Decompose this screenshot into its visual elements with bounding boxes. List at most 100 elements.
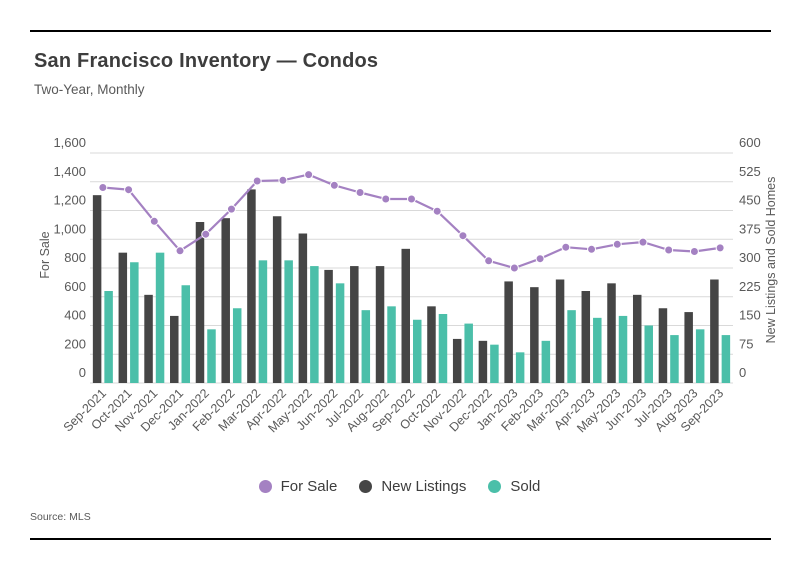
left-tick-label: 200 [64, 336, 86, 351]
top-divider [30, 30, 771, 32]
left-tick-label: 0 [79, 365, 86, 380]
sold-bar [207, 329, 216, 383]
new-listings-bar [530, 287, 539, 383]
sold-bar [413, 319, 422, 383]
chart-subtitle: Two-Year, Monthly [34, 82, 145, 97]
left-tick-label: 400 [64, 308, 86, 323]
sold-bar [130, 262, 139, 383]
legend-label: New Listings [381, 478, 467, 495]
legend-label: Sold [510, 478, 541, 495]
for-sale-point [535, 254, 545, 264]
for-sale-point [201, 229, 211, 239]
chart-title: San Francisco Inventory — Condos [34, 50, 379, 72]
sold-bar [567, 310, 576, 383]
new-listings-bar [118, 252, 128, 383]
right-tick-label: 600 [739, 135, 761, 150]
sold-bar [618, 315, 628, 383]
for-sale-point [252, 176, 262, 186]
bottom-divider [30, 538, 771, 540]
for-sale-point [638, 237, 648, 247]
new-listings-bar [555, 279, 565, 383]
new-listings-bar [375, 266, 385, 383]
new-listings-bar [170, 315, 179, 383]
new-listings-bar [247, 189, 256, 383]
sold-bar [490, 344, 499, 383]
sold-bar [721, 335, 731, 383]
left-tick-label: 1,000 [53, 221, 86, 236]
left-axis-tick-labels: 0 200 400 600 800 1,000 1,200 1,400 1,600 [53, 135, 86, 380]
left-tick-label: 1,200 [53, 193, 86, 208]
left-tick-label: 1,600 [53, 135, 86, 150]
new-listings-bar [324, 269, 333, 383]
sold-bar [232, 308, 242, 383]
sold-swatch-icon [488, 480, 502, 493]
for-sale-point [432, 206, 442, 216]
new-listings-bar [607, 283, 616, 383]
for-sale-point [612, 239, 622, 249]
new-listings-bar [92, 195, 102, 383]
sold-bar [361, 310, 371, 383]
right-tick-label: 525 [739, 164, 761, 179]
new-listings-bar [504, 281, 513, 383]
new-listings-bar [401, 248, 410, 383]
legend-item-for-sale: For Sale [258, 478, 338, 495]
for-sale-point [381, 194, 391, 204]
source-note: Source: MLS [30, 511, 91, 523]
new-listings-bar [658, 308, 668, 383]
right-tick-label: 225 [739, 279, 761, 294]
for-sale-point [407, 194, 416, 204]
new-listings-bar [298, 233, 308, 383]
for-sale-point [715, 243, 725, 253]
right-tick-label: 150 [739, 308, 761, 323]
sold-bar [310, 266, 319, 383]
new-listings-bar [581, 291, 591, 383]
legend-item-sold: Sold [488, 478, 540, 495]
left-tick-label: 600 [64, 279, 86, 294]
new-listings-bar [195, 222, 205, 383]
sold-bar [644, 325, 653, 383]
sold-bar [464, 323, 473, 383]
sold-bar [438, 314, 448, 383]
for-sale-point [149, 216, 159, 226]
new-listings-bar [272, 216, 282, 383]
sold-bar [387, 306, 396, 383]
left-tick-label: 1,400 [53, 164, 86, 179]
for-sale-point [587, 244, 597, 254]
sold-bar [593, 317, 602, 383]
sold-bar [670, 335, 679, 383]
bars-new-listings [92, 189, 719, 383]
new-listings-bar [478, 340, 488, 383]
right-tick-label: 450 [739, 193, 761, 208]
legend-label: For Sale [280, 478, 338, 495]
sold-bar [284, 260, 293, 383]
chart-legend: For Sale New Listings Sold [0, 478, 799, 495]
new-listings-bar [427, 306, 436, 383]
for-sale-point [98, 183, 108, 192]
for-sale-point [329, 180, 339, 190]
x-axis-labels: Sep-2021Oct-2021Nov-2021Dec-2021Jan-2022… [61, 386, 727, 435]
new-listings-bar [350, 266, 359, 383]
sold-bar [181, 285, 191, 383]
bars-sold [104, 252, 731, 383]
sold-bar [155, 252, 165, 383]
left-tick-label: 800 [64, 250, 86, 265]
for-sale-line [101, 173, 722, 270]
right-tick-label: 300 [739, 250, 761, 265]
sold-bar [335, 283, 345, 383]
for-sale-point [226, 204, 236, 214]
for-sale-point [124, 185, 134, 195]
right-axis-tick-labels: 0 75 150 225 300 375 450 525 600 [739, 135, 761, 380]
new-listings-bar [632, 294, 642, 383]
for-sale-point [458, 231, 468, 241]
sold-bar [104, 291, 113, 383]
sold-bar [695, 329, 705, 383]
new-listings-bar [710, 279, 719, 383]
new-listings-bar [144, 294, 153, 383]
for-sale-point [689, 247, 699, 256]
sold-bar [541, 340, 551, 383]
legend-item-new-listings: New Listings [359, 478, 466, 495]
new-listings-bar [452, 338, 462, 383]
new-listings-bar [684, 312, 693, 383]
